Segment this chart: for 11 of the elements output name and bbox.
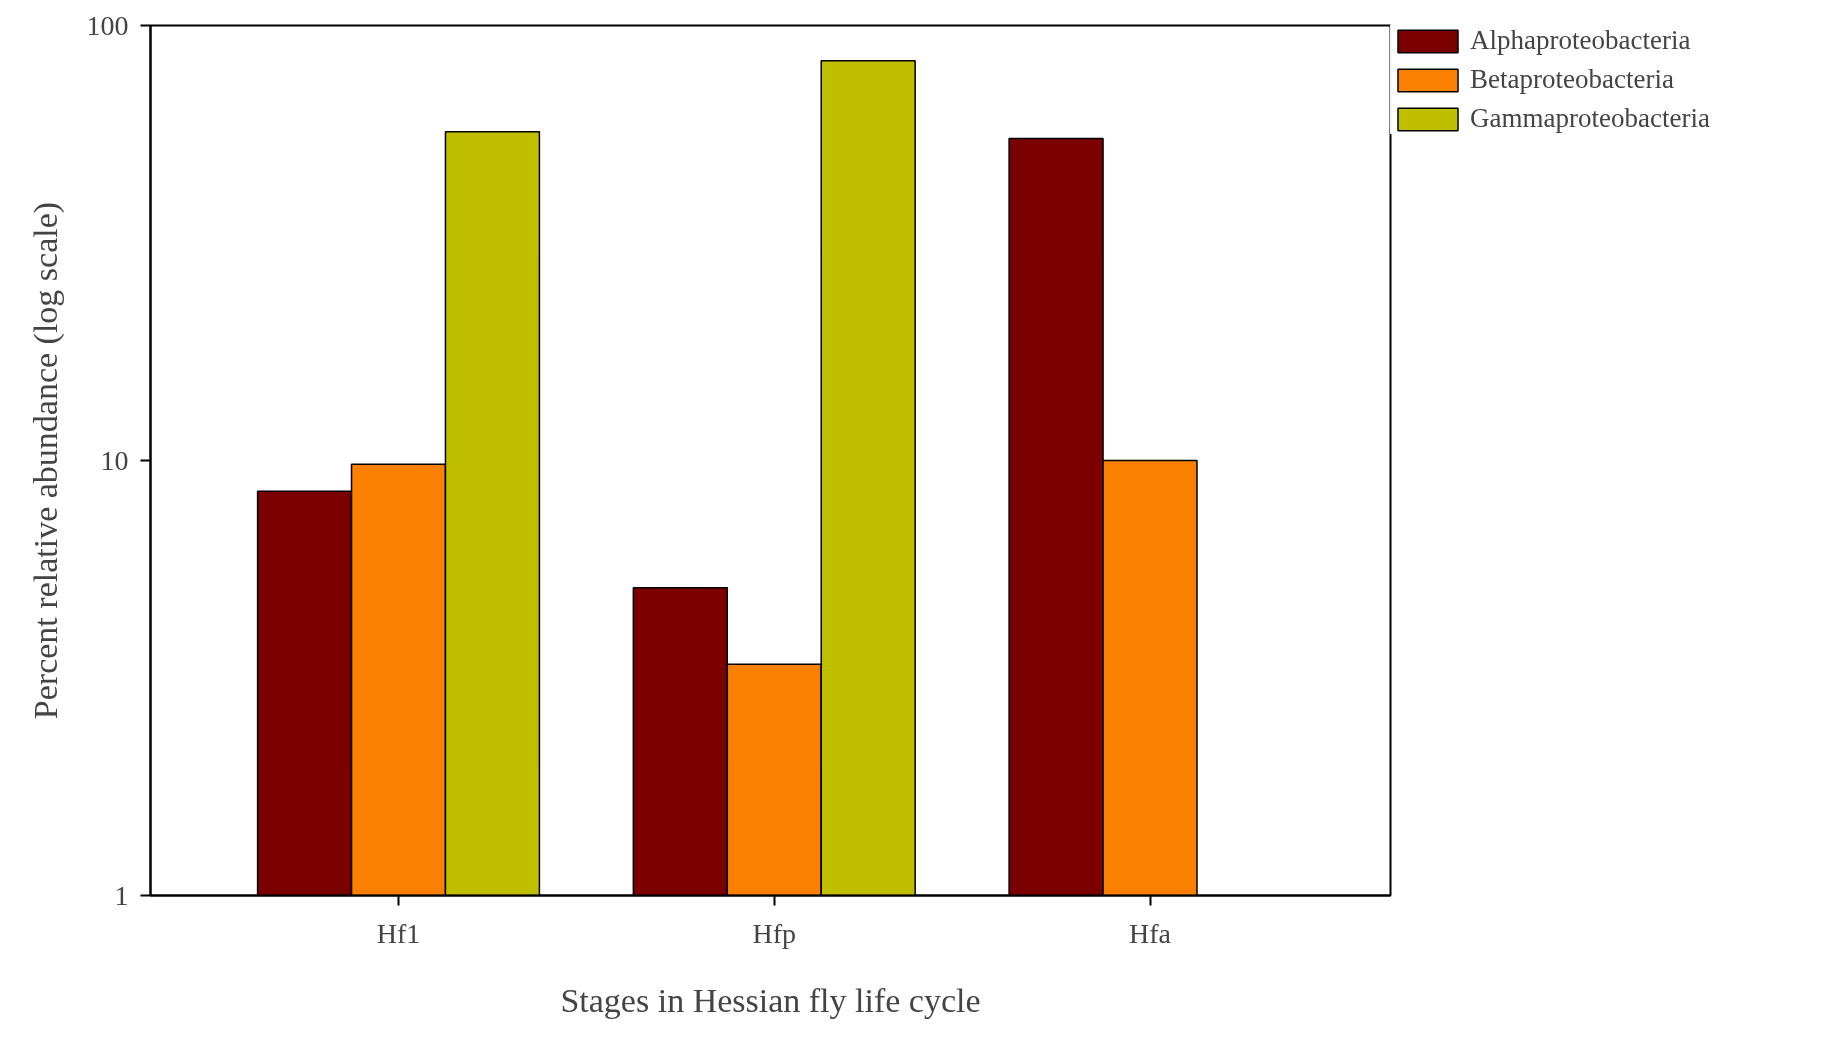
legend-label: Betaproteobacteria	[1470, 64, 1674, 95]
y-axis-title: Percent relative abundance (log scale)	[26, 201, 65, 720]
x-tick-label: Hfa	[1129, 917, 1172, 949]
x-tick-label: Hfp	[752, 917, 797, 949]
x-tick-label: Hf1	[376, 917, 421, 949]
y-tick-label: 10	[100, 444, 129, 476]
y-tick-label: 1	[114, 879, 129, 911]
x-axis-title: Stages in Hessian fly life cycle	[560, 981, 981, 1019]
legend-label: Alphaproteobacteria	[1470, 25, 1691, 56]
legend-label: Gammaproteobacteria	[1470, 103, 1710, 134]
y-tick-label: 100	[86, 9, 129, 41]
